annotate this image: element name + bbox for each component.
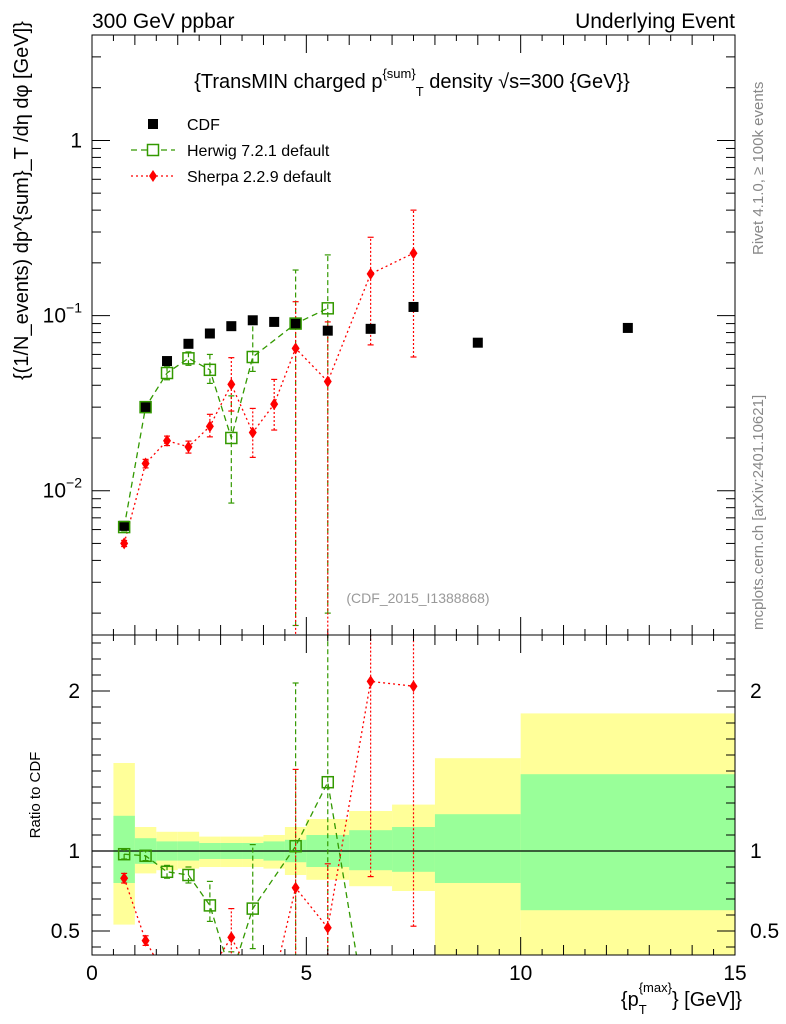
main-plot-panel: 10−2 10−1 1 {TransMIN charged p{sum}T densi… (11, 21, 736, 636)
sherpa-point (205, 420, 214, 433)
sherpa-point (141, 457, 150, 470)
herwig-point (117, 520, 131, 534)
ratio-y-tick-label: 2 (68, 680, 80, 703)
sherpa-point (248, 426, 257, 439)
cdf-point (269, 316, 280, 327)
plot-title: {TransMIN charged p{sum}T density √s=300… (194, 66, 630, 99)
ratio-herwig-point (182, 868, 195, 882)
cdf-point (622, 322, 633, 333)
ratio-herwig-point (321, 775, 335, 789)
herwig-point (289, 317, 302, 330)
ratio-y-tick-label: 0.5 (51, 920, 80, 943)
ratio-sherpa-point (409, 680, 418, 693)
analysis-watermark: (CDF_2015_I1388868) (346, 590, 489, 606)
ratio-herwig-point (139, 849, 152, 863)
sherpa-point (291, 342, 300, 355)
sherpa-point (163, 434, 172, 447)
legend: CDF Herwig 7.2.1 default Sherpa 2.2.9 defa… (131, 117, 332, 186)
ratio-sherpa-point (291, 881, 300, 894)
cdf-point (290, 318, 301, 329)
herwig-point (139, 400, 152, 414)
sherpa-point (184, 440, 193, 453)
ratio-x-tick-label: 15 (723, 962, 746, 985)
cdf-point (247, 315, 258, 326)
main-y-tick-label: 1 (70, 129, 82, 152)
ratio-sherpa-point (323, 921, 332, 934)
x-axis-label: {pT{max}} [GeV]} (621, 980, 742, 1017)
sherpa-point (120, 537, 129, 550)
cdf-point (204, 328, 215, 339)
herwig-point (246, 350, 259, 364)
herwig-point (203, 363, 217, 377)
legend-sherpa-label: Sherpa 2.2.9 default (187, 169, 332, 186)
sherpa-point (227, 378, 236, 391)
ratio-sherpa-point (141, 934, 150, 947)
ratio-herwig-line (124, 780, 358, 955)
ratio-y-tick-label: 1 (68, 840, 80, 863)
sherpa-point (323, 375, 332, 388)
cdf-point (140, 402, 151, 413)
main-y-axis-label: {(1/N_events) dp^{sum}_T /dη dφ [GeV]} (11, 21, 33, 380)
cdf-point (322, 325, 333, 336)
ratio-x-tick-label: 5 (300, 962, 312, 985)
ratio-herwig-point (117, 847, 131, 861)
header-left: 300 GeV ppbar (92, 10, 234, 33)
main-plot-area (117, 209, 633, 635)
header-right: Underlying Event (575, 10, 735, 33)
cdf-point (162, 356, 173, 367)
ratio-y-tick-label-right: 1 (750, 840, 762, 863)
legend-herwig-label: Herwig 7.2.1 default (187, 143, 330, 160)
cdf-point (183, 338, 194, 349)
sherpa-line (123, 252, 414, 544)
cdf-point (472, 337, 483, 348)
ratio-herwig-point (160, 865, 174, 879)
main-y-tick-label: 10−2 (43, 475, 83, 503)
herwig-line (123, 307, 329, 528)
ratio-herwig-point (246, 902, 259, 915)
sherpa-point (270, 398, 279, 411)
ratio-herwig-point (203, 899, 217, 912)
legend-herwig-marker (146, 143, 160, 157)
herwig-point (182, 352, 195, 365)
sherpa-point (409, 247, 418, 260)
ratio-plot-area (92, 635, 735, 955)
herwig-point (225, 431, 238, 445)
ratio-y-axis-label: Ratio to CDF (27, 752, 44, 839)
cdf-point (119, 520, 130, 531)
cdf-point (226, 321, 237, 332)
ratio-x-tick-label: 0 (86, 962, 98, 985)
ratio-sherpa-point (227, 931, 236, 944)
rivet-label: Rivet 4.1.0, ≥ 100k events (750, 82, 767, 255)
legend-sherpa-marker (149, 170, 157, 182)
cdf-point (365, 323, 376, 334)
herwig-point (160, 366, 174, 380)
main-y-tick-label: 10−1 (43, 300, 83, 328)
mcplots-label: mcplots.cern.ch [arXiv:2401.10621] (750, 395, 767, 630)
ratio-y-tick-label-right: 2 (750, 680, 762, 703)
ratio-sherpa-point (366, 675, 375, 688)
herwig-point (321, 302, 335, 315)
sherpa-point (366, 267, 375, 280)
cdf-point (408, 301, 419, 312)
ratio-herwig-point (289, 839, 302, 853)
legend-cdf-marker (148, 119, 158, 129)
ratio-y-tick-label-right: 0.5 (750, 920, 779, 943)
ratio-sherpa-point (120, 872, 129, 885)
ratio-x-tick-label: 10 (509, 962, 532, 985)
ratio-band-inner (520, 774, 735, 911)
legend-cdf-label: CDF (187, 117, 220, 134)
ratio-band-inner (434, 814, 521, 883)
